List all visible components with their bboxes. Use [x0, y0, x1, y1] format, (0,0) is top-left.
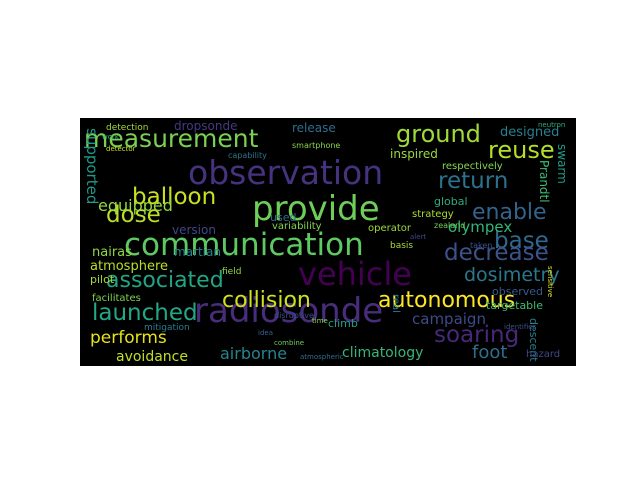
- cloud-word: enable: [472, 200, 547, 225]
- cloud-word: basis: [390, 241, 414, 251]
- cloud-word: olympex: [448, 218, 513, 236]
- cloud-word: avoidance: [116, 349, 188, 365]
- cloud-word: measurement: [84, 124, 259, 153]
- cloud-word: observation: [188, 153, 384, 192]
- cloud-word: climb: [328, 317, 358, 330]
- cloud-word: autonomous: [378, 288, 516, 313]
- cloud-word: decrease: [444, 240, 549, 266]
- cloud-word: facilitates: [92, 293, 141, 304]
- cloud-word: soaring: [434, 322, 520, 348]
- cloud-word: equipped: [98, 196, 173, 215]
- cloud-word: identifies: [504, 323, 537, 331]
- cloud-word: disruptive: [274, 311, 314, 320]
- cloud-word: pilot: [90, 273, 115, 286]
- cloud-word: mitigation: [144, 323, 190, 333]
- cloud-word: balloon: [132, 184, 217, 210]
- cloud-word: detection: [106, 123, 149, 133]
- cloud-word: swarm: [555, 144, 569, 184]
- cloud-word: version: [172, 223, 216, 237]
- cloud-word: zealand: [434, 221, 466, 230]
- word-cloud: measurement observation provide communicati…: [80, 118, 576, 366]
- cloud-word: climatology: [342, 345, 424, 361]
- cloud-word: base: [494, 228, 549, 254]
- cloud-word: used: [270, 211, 297, 224]
- cloud-word: strategy: [412, 209, 454, 220]
- cloud-word: detector: [106, 145, 136, 153]
- cloud-word: Prandtl: [537, 160, 551, 203]
- cloud-word: vehicle: [298, 255, 412, 293]
- cloud-word: designed: [500, 125, 560, 140]
- cloud-word: observed: [492, 285, 543, 298]
- cloud-word: sensitive: [546, 266, 554, 298]
- cloud-word: field: [222, 267, 242, 277]
- cloud-word: real: [390, 294, 401, 313]
- cloud-word: nairas: [92, 245, 132, 260]
- cloud-word: airborne: [220, 344, 288, 363]
- cloud-word: dose: [106, 202, 161, 228]
- cloud-word: foot: [472, 342, 508, 363]
- cloud-word: operator: [368, 223, 412, 234]
- cloud-word: return: [438, 168, 509, 194]
- cloud-word: variability: [272, 221, 322, 232]
- cloud-word: dropsonde: [174, 119, 238, 133]
- cloud-word: atmospheric: [300, 353, 344, 361]
- cloud-word: launched: [92, 300, 198, 326]
- cloud-word: targetable: [486, 299, 543, 312]
- cloud-word: capability: [228, 151, 267, 160]
- cloud-word: collision: [222, 288, 311, 313]
- cloud-word: combine: [274, 339, 305, 347]
- cloud-word: dosimetry: [464, 264, 560, 286]
- cloud-word: alert: [410, 233, 427, 241]
- cloud-word: martian: [174, 245, 221, 259]
- cloud-word: provide: [252, 189, 380, 229]
- cloud-word: global: [434, 195, 468, 208]
- cloud-word: ground: [396, 120, 481, 148]
- cloud-word: respectively: [442, 161, 503, 172]
- cloud-word: time: [312, 317, 328, 325]
- cloud-word: communication: [124, 227, 364, 263]
- cloud-word: idea: [258, 329, 273, 337]
- cloud-word: neutron: [538, 121, 566, 129]
- cloud-word: hazard: [526, 349, 561, 360]
- cloud-word: campaign: [412, 310, 486, 328]
- cloud-word: associated: [106, 268, 224, 293]
- cloud-word: atmosphere: [90, 259, 168, 274]
- cloud-word: work: [102, 133, 119, 141]
- cloud-word: taken: [470, 241, 493, 250]
- cloud-word: performs: [90, 328, 167, 348]
- cloud-word: supported: [83, 128, 101, 205]
- cloud-word: radiosonde: [194, 291, 384, 331]
- cloud-word: smartphone: [292, 141, 341, 150]
- cloud-word: release: [292, 121, 336, 135]
- cloud-word: reuse: [488, 136, 555, 164]
- cloud-word: inspired: [390, 147, 438, 161]
